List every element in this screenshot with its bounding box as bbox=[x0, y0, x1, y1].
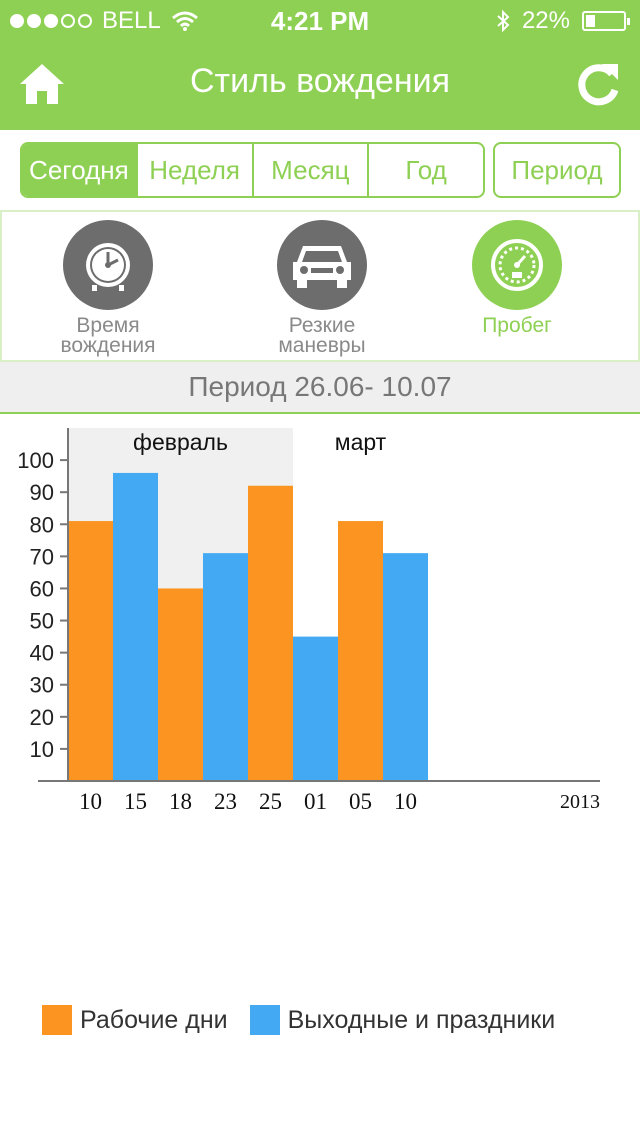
legend-item-weekends: Выходные и праздники bbox=[249, 1005, 556, 1035]
y-tick-label: 80 bbox=[30, 512, 54, 537]
legend-swatch-workdays bbox=[42, 1005, 72, 1035]
bluetooth-icon bbox=[497, 9, 510, 33]
refresh-icon bbox=[578, 64, 619, 106]
x-tick-label: 05 bbox=[349, 789, 372, 814]
status-time: 4:21 PM bbox=[270, 6, 370, 36]
status-bar: BELL 4:21 PM 22% bbox=[0, 0, 640, 40]
period-button[interactable]: Период bbox=[493, 142, 621, 198]
x-tick-label: 01 bbox=[304, 789, 327, 814]
legend-swatch-weekends bbox=[249, 1005, 280, 1035]
x-tick-label: 10 bbox=[79, 789, 102, 814]
clock-icon bbox=[86, 243, 130, 291]
y-tick-label: 40 bbox=[30, 641, 54, 666]
legend-item-workdays: Рабочие дни bbox=[42, 1005, 228, 1035]
group-label-1: март bbox=[335, 429, 387, 455]
mode-harsh-maneuvers-label-1: Резкие bbox=[288, 314, 356, 337]
y-tick-label: 70 bbox=[30, 544, 54, 569]
bar bbox=[68, 521, 113, 781]
period-label: Период 26.06- 10.07 bbox=[0, 362, 640, 414]
legend-label-weekends: Выходные и праздники bbox=[287, 1005, 556, 1034]
y-tick-label: 30 bbox=[30, 673, 54, 698]
y-tick-label: 20 bbox=[30, 705, 54, 730]
y-tick-label: 60 bbox=[30, 576, 54, 601]
year-label: 2013 bbox=[560, 791, 600, 813]
tab-today[interactable]: Сегодня bbox=[22, 144, 138, 196]
tab-week[interactable]: Неделя bbox=[138, 144, 254, 196]
y-tick-label: 10 bbox=[30, 737, 54, 762]
bar bbox=[113, 472, 158, 781]
mode-mileage[interactable]: Пробег bbox=[427, 220, 607, 336]
battery-percent: 22% bbox=[521, 7, 570, 34]
tab-year[interactable]: Год bbox=[405, 154, 447, 185]
group-label-0: февраль bbox=[133, 429, 228, 455]
y-tick-label: 100 bbox=[17, 448, 54, 473]
refresh-button[interactable] bbox=[574, 60, 622, 108]
tab-month[interactable]: Месяц bbox=[254, 144, 370, 196]
legend-label-workdays: Рабочие дни bbox=[80, 1005, 228, 1034]
chart-legend: Рабочие дни Выходные и праздники bbox=[42, 1005, 577, 1035]
speedometer-icon bbox=[491, 239, 543, 291]
y-tick-label: 50 bbox=[30, 609, 54, 634]
x-tick-label: 23 bbox=[214, 789, 237, 814]
bar bbox=[158, 588, 203, 781]
wifi-icon bbox=[171, 11, 198, 31]
mode-driving-time-label-2: вождения bbox=[60, 334, 156, 357]
battery-icon bbox=[582, 11, 630, 31]
x-tick-label: 25 bbox=[259, 789, 282, 814]
home-button[interactable] bbox=[18, 60, 66, 108]
y-tick-label: 90 bbox=[30, 480, 54, 505]
period-tabs: Сегодня Неделя Месяц Год bbox=[20, 142, 485, 198]
car-icon bbox=[293, 246, 351, 288]
bar bbox=[248, 485, 293, 781]
mode-harsh-maneuvers-label-2: маневры bbox=[278, 334, 366, 357]
mode-mileage-label: Пробег bbox=[482, 314, 552, 337]
home-icon bbox=[20, 64, 64, 104]
mileage-bar-chart: февраль март 10 20 30 40 50 60 70 80 90 100 10 15 18 23… bbox=[17, 428, 600, 814]
bar bbox=[203, 553, 248, 781]
signal-icon bbox=[10, 14, 92, 28]
x-tick-label: 18 bbox=[169, 789, 192, 814]
mode-selector: Время вождения Резкие маневры bbox=[0, 210, 640, 362]
top-bar: BELL 4:21 PM 22% Стиль вождения bbox=[0, 0, 640, 130]
mode-driving-time-label-1: Время bbox=[76, 314, 140, 337]
x-tick-label: 10 bbox=[394, 789, 417, 814]
mode-harsh-maneuvers[interactable]: Резкие маневры bbox=[232, 220, 412, 356]
bar bbox=[338, 521, 383, 781]
carrier-label: BELL bbox=[102, 7, 161, 34]
bar bbox=[383, 553, 428, 781]
page-title: Стиль вождения bbox=[190, 62, 450, 100]
bar bbox=[293, 636, 338, 781]
mode-driving-time[interactable]: Время вождения bbox=[18, 220, 198, 356]
x-tick-label: 15 bbox=[124, 789, 147, 814]
